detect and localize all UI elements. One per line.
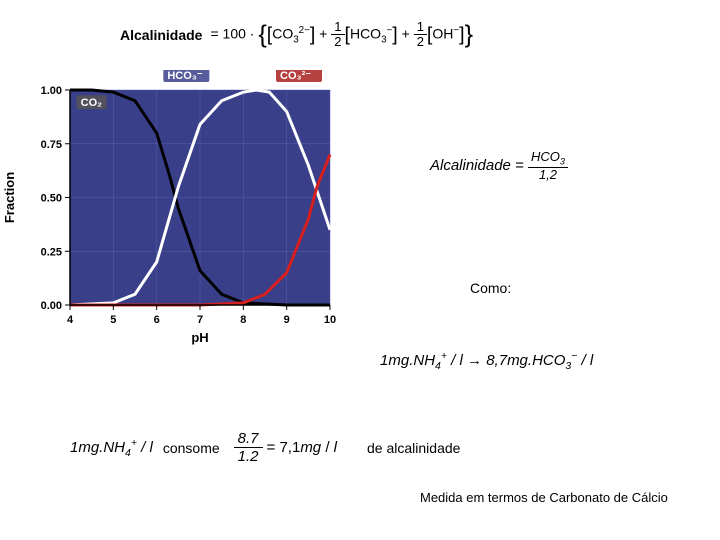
- title-formula: Alcalinidade = 100 · {[CO32−] + 12[HCO3−…: [120, 20, 473, 50]
- svg-text:6: 6: [154, 314, 160, 326]
- bottom-eq: = 7,1mg / l: [267, 439, 337, 456]
- consome-label: consome: [163, 440, 220, 456]
- mid-frac: HCO3 1,2: [528, 150, 568, 182]
- svg-text:7: 7: [197, 314, 203, 326]
- svg-text:10: 10: [324, 314, 336, 326]
- mid-den: 1,2: [536, 168, 560, 182]
- svg-text:HCO₃⁻: HCO₃⁻: [167, 70, 203, 82]
- svg-text:CO₂: CO₂: [81, 97, 103, 109]
- mid-lhs: Alcalinidade: [430, 157, 511, 174]
- como-label: Como:: [470, 280, 511, 296]
- svg-text:Fraction: Fraction: [2, 172, 17, 223]
- svg-text:1.00: 1.00: [41, 85, 62, 97]
- svg-text:0.75: 0.75: [41, 139, 62, 151]
- bottom-frac-num: 8.7: [234, 430, 263, 448]
- svg-text:0.00: 0.00: [41, 300, 62, 312]
- alkalinity-fraction-formula: Alcalinidade = HCO3 1,2: [430, 150, 568, 182]
- bottom-frac-den: 1.2: [234, 448, 263, 465]
- bottom-f1: 1mg.NH4+ / l: [70, 437, 153, 459]
- svg-text:5: 5: [110, 314, 116, 326]
- speciation-chart: CO₂ HCO₃⁻ CO₃²⁻ 4 5 6 7 8 9 10 0.00 0.25 0.50 0.75 1.0…: [0, 70, 340, 350]
- svg-text:pH: pH: [191, 330, 208, 345]
- title-label: Alcalinidade: [120, 27, 202, 43]
- top-formula-expr: = 100 · {[CO32−] + 12[HCO3−] + 12[OH−]}: [210, 20, 473, 50]
- footer-note: Medida em termos de Carbonato de Cálcio: [420, 490, 668, 505]
- de-alcalinidade-label: de alcalinidade: [367, 440, 460, 456]
- svg-text:8: 8: [240, 314, 246, 326]
- svg-text:0.50: 0.50: [41, 193, 62, 205]
- mid-num: HCO3: [528, 150, 568, 168]
- chart-svg: CO₂ HCO₃⁻ CO₃²⁻ 4 5 6 7 8 9 10 0.00 0.25 0.50 0.75 1.0…: [0, 70, 340, 350]
- svg-text:CO₃²⁻: CO₃²⁻: [280, 70, 311, 82]
- como-formula: 1mg.NH4+ / l → 8,7mg.HCO3− / l: [380, 350, 593, 372]
- consumption-formula: 1mg.NH4+ / l consome 8.7 1.2 = 7,1mg / l…: [70, 430, 460, 465]
- bottom-frac: 8.7 1.2: [234, 430, 263, 465]
- svg-text:0.25: 0.25: [41, 246, 62, 258]
- svg-text:9: 9: [284, 314, 290, 326]
- svg-text:4: 4: [67, 314, 74, 326]
